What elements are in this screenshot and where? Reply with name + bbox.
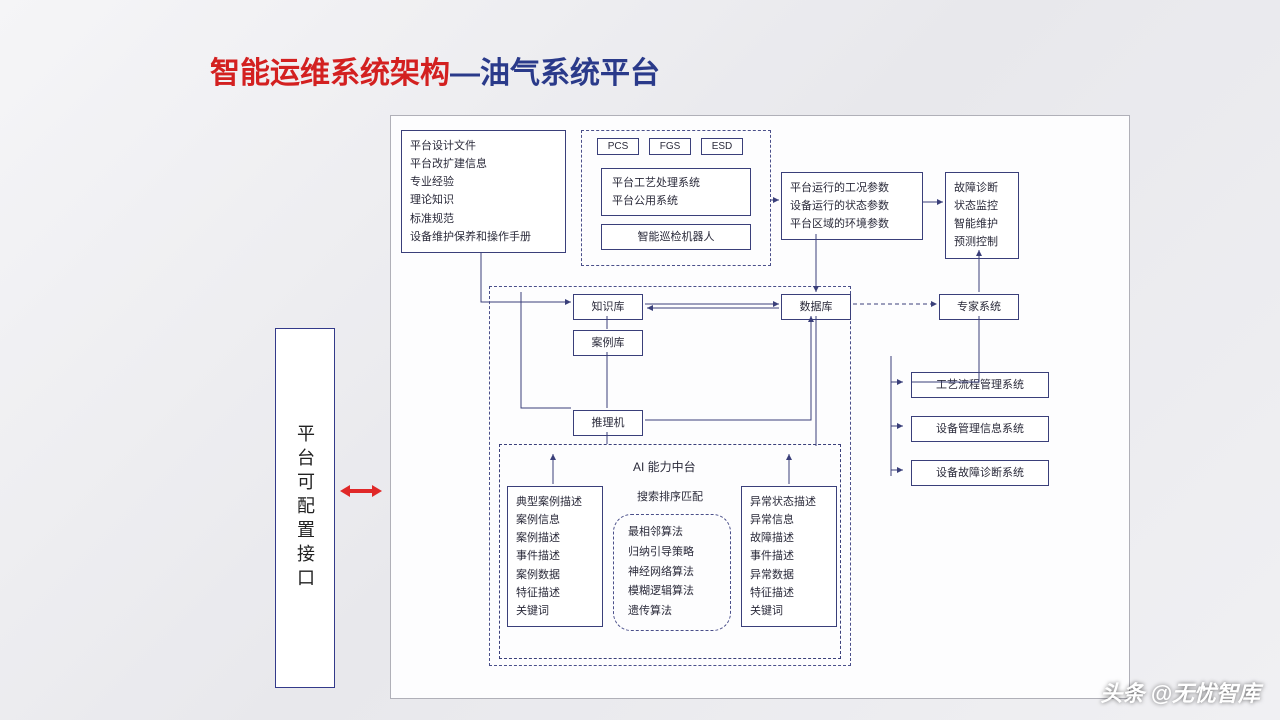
list-item: 归纳引导策略 [628,543,716,563]
red-double-arrow-icon [340,484,382,498]
page-title: 智能运维系统架构—油气系统平台 [210,48,660,92]
list-item: 神经网络算法 [628,563,716,583]
list-item: 平台工艺处理系统 [612,174,740,192]
cap-pcs: PCS [597,138,639,155]
list-item: 智能维护 [954,215,1010,233]
list-item: 关键词 [516,602,594,620]
title-dash: — [450,57,480,90]
kb-box: 知识库 [573,294,643,320]
platform-systems-box: 平台工艺处理系统 平台公用系统 [601,168,751,216]
ext-sys-1: 设备管理信息系统 [911,416,1049,442]
cap-fgs: FGS [649,138,691,155]
list-item: 设备运行的状态参数 [790,197,914,215]
ai-title: AI 能力中台 [633,458,696,475]
runtime-params-box: 平台运行的工况参数 设备运行的状态参数 平台区域的环境参数 [781,172,923,240]
list-item: 事件描述 [516,547,594,565]
list-item: 案例数据 [516,566,594,584]
list-item: 案例描述 [516,529,594,547]
list-item: 遗传算法 [628,602,716,622]
list-item: 案例信息 [516,511,594,529]
list-item: 专业经验 [410,173,557,191]
case-desc-box: 典型案例描述 案例信息 案例描述 事件描述 案例数据 特征描述 关键词 [507,486,603,627]
list-item: 故障描述 [750,529,828,547]
anomaly-desc-box: 异常状态描述 异常信息 故障描述 事件描述 异常数据 特征描述 关键词 [741,486,837,627]
list-item: 典型案例描述 [516,493,594,511]
design-doc-box: 平台设计文件 平台改扩建信息 专业经验 理论知识 标准规范 设备维护保养和操作手… [401,130,566,253]
ext-sys-2: 设备故障诊断系统 [911,460,1049,486]
list-item: 故障诊断 [954,179,1010,197]
casebase-box: 案例库 [573,330,643,356]
list-item: 标准规范 [410,210,557,228]
list-item: 事件描述 [750,547,828,565]
list-item: 模糊逻辑算法 [628,582,716,602]
db-box: 数据库 [781,294,851,320]
diag-box: 故障诊断 状态监控 智能维护 预测控制 [945,172,1019,259]
list-item: 特征描述 [516,584,594,602]
list-item: 特征描述 [750,584,828,602]
robot-box: 智能巡检机器人 [601,224,751,250]
title-navy: 油气系统平台 [480,57,660,90]
ext-sys-0: 工艺流程管理系统 [911,372,1049,398]
list-item: 状态监控 [954,197,1010,215]
list-item: 设备维护保养和操作手册 [410,228,557,246]
list-item: 平台公用系统 [612,192,740,210]
infer-box: 推理机 [573,410,643,436]
list-item: 平台改扩建信息 [410,155,557,173]
list-item: 异常状态描述 [750,493,828,511]
ai-sub: 搜索排序匹配 [637,488,703,504]
list-item: 理论知识 [410,191,557,209]
diagram-frame: 平台设计文件 平台改扩建信息 专业经验 理论知识 标准规范 设备维护保养和操作手… [390,115,1130,699]
algo-box: 最相邻算法 归纳引导策略 神经网络算法 模糊逻辑算法 遗传算法 [613,514,731,631]
list-item: 关键词 [750,602,828,620]
title-red: 智能运维系统架构 [210,57,450,90]
cap-esd: ESD [701,138,743,155]
list-item: 预测控制 [954,233,1010,251]
list-item: 异常数据 [750,566,828,584]
list-item: 平台区域的环境参数 [790,215,914,233]
list-item: 平台运行的工况参数 [790,179,914,197]
expert-box: 专家系统 [939,294,1019,320]
watermark: 头条 @无忧智库 [1100,676,1260,708]
side-config-box: 平台可配置接口 [275,328,335,688]
list-item: 平台设计文件 [410,137,557,155]
list-item: 最相邻算法 [628,523,716,543]
list-item: 异常信息 [750,511,828,529]
